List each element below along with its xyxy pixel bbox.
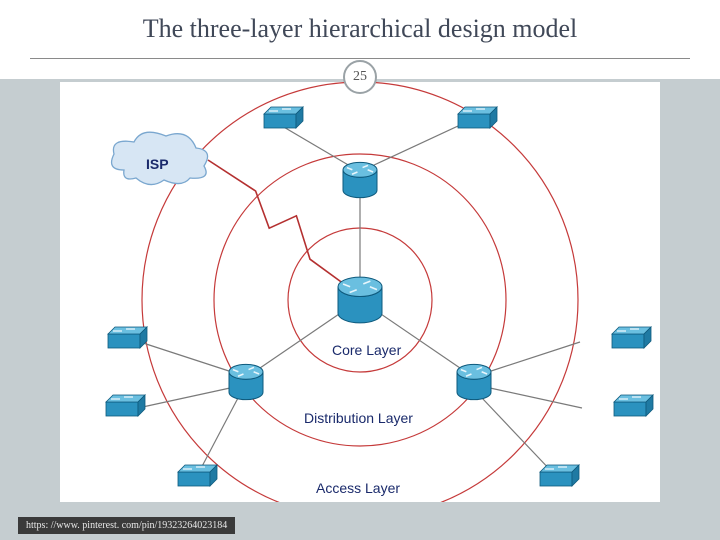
switch-icon bbox=[108, 327, 147, 348]
switch-icon bbox=[540, 465, 579, 486]
page-number-badge: 25 bbox=[343, 60, 377, 94]
switch-icon bbox=[612, 327, 651, 348]
switch-icon bbox=[178, 465, 217, 486]
router-icon bbox=[343, 162, 377, 197]
diagram-container: ISP Core Layer Distribution Layer Access La… bbox=[60, 82, 660, 502]
source-url: https: //www. pinterest. com/pin/1932326… bbox=[18, 517, 235, 534]
layer-label: Access Layer bbox=[316, 480, 400, 496]
title-rule bbox=[30, 58, 690, 59]
network-diagram: ISP Core Layer Distribution Layer Access La… bbox=[60, 82, 660, 502]
switch-icon bbox=[614, 395, 653, 416]
switch-icon bbox=[458, 107, 497, 128]
router-icon bbox=[338, 277, 382, 323]
switch-icon bbox=[106, 395, 145, 416]
title-area: The three-layer hierarchical design mode… bbox=[0, 0, 720, 79]
router-icon bbox=[229, 364, 263, 399]
isp-label: ISP bbox=[146, 156, 169, 172]
router-icon bbox=[457, 364, 491, 399]
layer-label: Core Layer bbox=[332, 342, 401, 358]
layer-label: Distribution Layer bbox=[304, 410, 413, 426]
switch-icon bbox=[264, 107, 303, 128]
page-title: The three-layer hierarchical design mode… bbox=[30, 14, 690, 44]
